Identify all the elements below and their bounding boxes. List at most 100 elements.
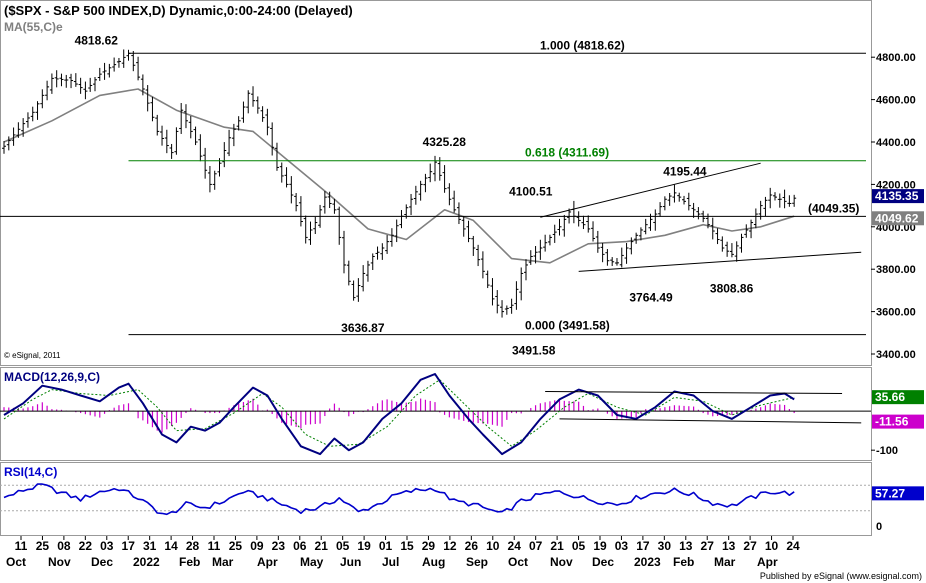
x-month-label: Aug bbox=[422, 555, 445, 569]
esignal-credit: © eSignal, 2011 bbox=[4, 351, 61, 360]
ma-label: MA(55,C)e bbox=[4, 20, 63, 34]
price-bar bbox=[351, 280, 356, 301]
price-bar bbox=[677, 192, 682, 202]
price-bar bbox=[418, 180, 423, 201]
price-bar bbox=[140, 74, 145, 96]
price-bar bbox=[562, 214, 567, 237]
price-bar bbox=[222, 142, 227, 168]
price-bar bbox=[35, 101, 40, 120]
price-bar bbox=[792, 194, 797, 207]
price-bar bbox=[45, 80, 50, 101]
price-bar bbox=[365, 260, 370, 282]
price-bar bbox=[552, 224, 557, 243]
macd-panel-frame bbox=[0, 367, 872, 461]
macd-value-tag-bg bbox=[872, 390, 924, 405]
price-bar bbox=[538, 239, 543, 260]
price-bar bbox=[251, 86, 256, 107]
price-bar bbox=[88, 77, 93, 92]
x-day-label: 12 bbox=[443, 539, 457, 553]
x-day-label: 08 bbox=[57, 539, 71, 553]
macd-y-axis: -100 bbox=[871, 445, 898, 457]
price-bar bbox=[777, 193, 782, 208]
price-bar bbox=[21, 118, 26, 137]
x-month-label: Jul bbox=[382, 555, 399, 569]
ma-value-tag: 4049.62 bbox=[875, 211, 919, 225]
macd-main-line bbox=[3, 373, 795, 456]
price-bar bbox=[73, 73, 78, 87]
price-bar bbox=[753, 208, 758, 229]
x-day-label: 19 bbox=[593, 539, 607, 553]
price-bar bbox=[749, 219, 754, 239]
price-bar bbox=[739, 233, 744, 253]
price-bar bbox=[686, 192, 691, 211]
price-bar bbox=[64, 74, 69, 88]
rsi-line bbox=[3, 483, 795, 516]
price-bar bbox=[212, 170, 217, 190]
price-bar bbox=[509, 298, 514, 314]
price-bar bbox=[600, 242, 605, 263]
x-month-label: Apr bbox=[757, 555, 778, 569]
x-month-label: May bbox=[300, 555, 324, 569]
macd-line bbox=[3, 373, 795, 456]
price-bar bbox=[500, 300, 505, 318]
y-tick-label: 4600.00 bbox=[876, 95, 916, 107]
macd-value-tag: 35.66 bbox=[875, 390, 905, 404]
x-day-label: 13 bbox=[679, 539, 693, 553]
x-day-label: 19 bbox=[357, 539, 371, 553]
x-day-label: 30 bbox=[658, 539, 672, 553]
rsi-panel: 0 57.27 RSI(14,C) bbox=[0, 465, 924, 533]
trendline bbox=[578, 251, 862, 272]
price-bar bbox=[533, 246, 538, 264]
y-tick-label: 4400.00 bbox=[876, 137, 916, 149]
rsi-value-tag: 57.27 bbox=[875, 486, 905, 500]
price-bar bbox=[59, 73, 64, 87]
price-bar bbox=[255, 96, 260, 114]
x-month-label: Nov bbox=[550, 555, 573, 569]
macd-trendline bbox=[545, 391, 843, 394]
price-bar bbox=[653, 209, 658, 231]
price-bar bbox=[279, 162, 284, 183]
price-annotation: 3636.87 bbox=[341, 321, 385, 335]
price-bar bbox=[504, 305, 509, 315]
price-bar bbox=[131, 50, 136, 72]
price-bar bbox=[260, 106, 265, 122]
price-bar bbox=[274, 142, 279, 171]
price-bar bbox=[284, 167, 289, 188]
price-bar bbox=[667, 192, 672, 206]
price-bar bbox=[49, 73, 54, 94]
price-bar bbox=[198, 134, 203, 162]
price-bar bbox=[610, 257, 615, 267]
rsi-value-tags: 57.27 bbox=[872, 486, 924, 501]
price-bar bbox=[107, 63, 112, 78]
publisher-credit: Published by eSignal (www.esignal.com) bbox=[760, 571, 922, 581]
x-day-label: 23 bbox=[272, 539, 286, 553]
price-bar bbox=[485, 270, 490, 289]
x-day-label: 26 bbox=[465, 539, 479, 553]
price-bar bbox=[241, 101, 246, 123]
price-bar bbox=[629, 237, 634, 255]
x-day-label: 05 bbox=[336, 539, 350, 553]
price-bar bbox=[624, 243, 629, 264]
x-month-label: 2022 bbox=[133, 555, 160, 569]
ma-value-tag-bg bbox=[872, 211, 924, 226]
price-bar bbox=[442, 165, 447, 193]
price-bar bbox=[155, 114, 160, 136]
price-bar bbox=[773, 192, 778, 201]
last-price-tag: 4135.35 bbox=[875, 189, 919, 203]
price-bar bbox=[361, 265, 366, 292]
price-bar bbox=[92, 77, 97, 92]
x-month-label: Nov bbox=[48, 555, 71, 569]
fib-line-label: 0.618 (4311.69) bbox=[525, 146, 609, 160]
x-day-label: 06 bbox=[293, 539, 307, 553]
price-bar bbox=[188, 115, 193, 139]
x-day-label: 03 bbox=[615, 539, 629, 553]
price-annotations: 4818.62 4325.28 4195.44 4100.51 3636.87 3764.… bbox=[75, 33, 754, 357]
macd-panel: -100 35.66 -11.56 MACD(12,26,9,C) bbox=[0, 370, 924, 457]
price-bar bbox=[6, 136, 11, 151]
price-bar bbox=[375, 246, 380, 260]
x-month-label: Feb bbox=[179, 555, 200, 569]
macd-trendlines bbox=[545, 391, 862, 424]
price-bar bbox=[346, 260, 351, 286]
price-bar bbox=[136, 56, 141, 81]
trendline bbox=[540, 162, 761, 218]
